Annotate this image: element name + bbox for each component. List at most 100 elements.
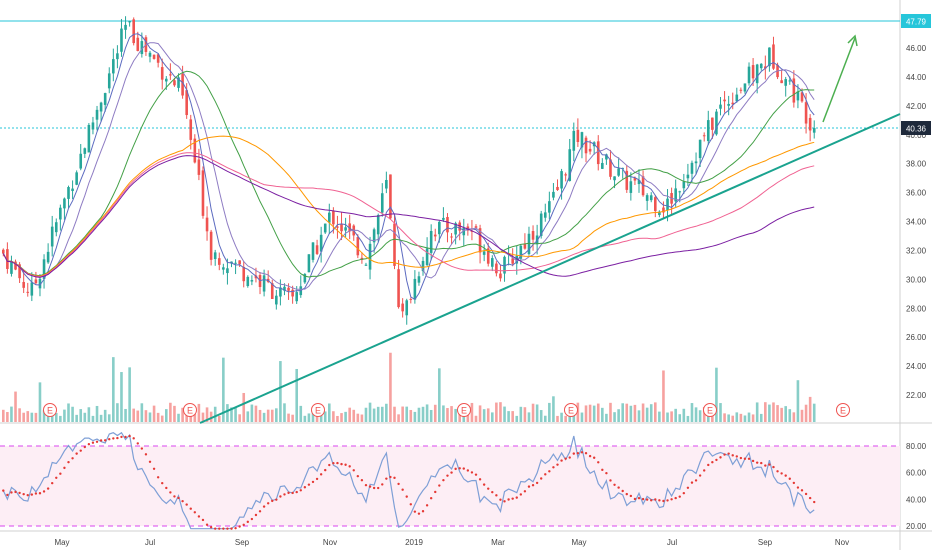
candle-body — [22, 281, 25, 288]
rsi-signal-dot — [242, 523, 245, 527]
volume-bar — [405, 406, 409, 422]
earnings-marker-label: E — [461, 406, 467, 416]
candle-body — [95, 109, 99, 120]
candle-body — [454, 223, 457, 235]
candle-body — [654, 197, 657, 212]
candle-body — [438, 221, 441, 235]
rsi-signal-dot — [385, 477, 388, 480]
rsi-signal-dot — [311, 480, 315, 484]
rsi-signal-dot — [446, 474, 449, 477]
rsi-signal-dot — [523, 490, 527, 493]
candle-body — [311, 242, 315, 260]
volume-bar — [71, 406, 74, 422]
earnings-marker[interactable]: E — [703, 403, 717, 417]
candle-body — [234, 262, 237, 264]
rsi-signal-dot — [112, 437, 115, 440]
volume-bar — [226, 404, 229, 422]
sma-fast-line[interactable] — [2, 33, 815, 301]
candle-body — [478, 228, 482, 253]
rsi-signal-dot — [59, 472, 62, 475]
rsi-signal-dot — [686, 486, 690, 489]
candle-body — [75, 172, 78, 185]
candle-body — [169, 74, 172, 76]
candle-body — [376, 215, 380, 235]
earnings-marker[interactable]: E — [183, 403, 197, 417]
earnings-marker[interactable]: E — [43, 403, 57, 417]
volume-bar — [46, 412, 50, 422]
volume-bar — [658, 411, 661, 422]
volume-bar — [474, 415, 478, 422]
candle-body — [250, 280, 254, 282]
candle-body — [527, 233, 531, 255]
rsi-signal-dot — [743, 457, 747, 460]
candle-body — [804, 102, 808, 124]
candle-body — [295, 292, 298, 302]
rsi-signal-dot — [75, 452, 78, 455]
candle-body — [246, 276, 250, 287]
rsi-line[interactable] — [2, 431, 815, 530]
candle-body — [79, 153, 83, 169]
rsi-signal-dot — [209, 526, 213, 529]
resistance-label: 47.79 — [906, 18, 927, 27]
sma-50-line[interactable] — [2, 70, 815, 278]
volume-bar — [421, 406, 425, 422]
candle-body — [519, 245, 523, 259]
price-tick-label: 26.00 — [906, 333, 927, 342]
rsi-signal-dot — [51, 481, 54, 485]
volume-bar — [625, 403, 629, 422]
volume-bar — [715, 367, 718, 422]
price-tick-label: 44.00 — [906, 73, 927, 82]
volume-bar — [723, 413, 726, 422]
rsi-signal-dot — [377, 486, 380, 490]
rsi-signal-dot — [99, 439, 103, 442]
candle-body — [319, 234, 323, 252]
volume-bar — [295, 368, 298, 422]
projection-arrow[interactable] — [822, 34, 858, 123]
candle-body — [120, 28, 123, 52]
rsi-signal-dot — [230, 527, 233, 530]
rsi-signal-dot — [91, 441, 95, 444]
rsi-signal-dot — [136, 442, 139, 445]
earnings-marker-label: E — [315, 406, 321, 416]
candle-body — [764, 66, 767, 69]
earnings-marker[interactable]: E — [457, 403, 471, 417]
time-tick-label: Mar — [491, 538, 505, 547]
rsi-tick-label: 80.00 — [906, 442, 927, 451]
time-tick-label: Jul — [667, 538, 677, 547]
rsi-signal-dot — [442, 478, 445, 482]
candle-body — [739, 89, 743, 91]
candle-body — [474, 226, 478, 228]
rsi-signal-dot — [18, 491, 21, 495]
candle-body — [458, 222, 461, 231]
candle-body — [556, 186, 559, 191]
volume-bar — [328, 403, 331, 422]
sma-mid-line[interactable] — [2, 42, 815, 290]
earnings-marker[interactable]: E — [564, 403, 578, 417]
candle-body — [6, 249, 9, 269]
volume-bar — [409, 409, 413, 422]
volume-bar — [470, 402, 474, 422]
rsi-signal-dot — [666, 499, 669, 502]
earnings-marker[interactable]: E — [311, 403, 325, 417]
rsi-signal-dot — [201, 518, 205, 522]
volume-bar — [637, 410, 641, 422]
rsi-signal-dot — [450, 471, 453, 474]
candle-body — [380, 193, 384, 213]
rsi-signal-dot — [356, 474, 360, 478]
earnings-marker[interactable]: E — [836, 403, 850, 417]
rsi-signal-dot — [205, 523, 209, 526]
sma-200-line[interactable] — [2, 155, 815, 278]
sma-150-line[interactable] — [2, 152, 815, 278]
support-trendline[interactable] — [199, 113, 901, 424]
candle-body — [531, 231, 535, 240]
volume-bar — [674, 408, 677, 422]
volume-bar — [144, 410, 148, 422]
volume-bar — [556, 415, 559, 422]
candle-body — [605, 154, 608, 160]
candle-body — [177, 77, 180, 88]
rsi-signal-dot — [735, 455, 738, 458]
volume-bar — [258, 409, 262, 422]
rsi-signal-dot — [152, 467, 156, 471]
sma-100-line[interactable] — [2, 135, 815, 277]
